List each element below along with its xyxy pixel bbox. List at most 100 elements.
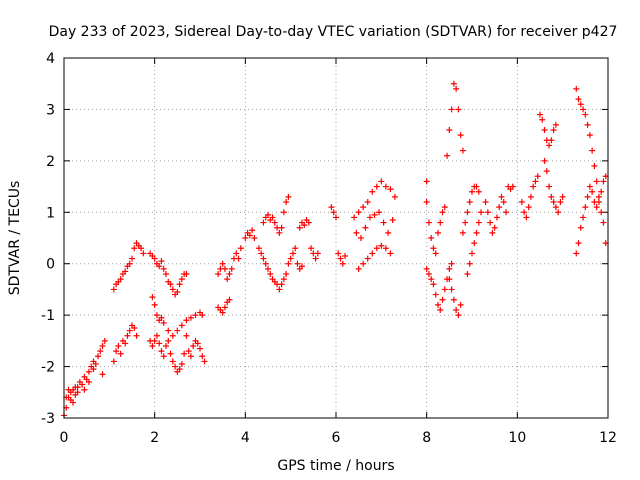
data-point — [174, 289, 181, 295]
data-point — [473, 183, 480, 190]
data-point — [521, 209, 528, 216]
data-point — [446, 265, 453, 272]
data-point — [430, 245, 437, 252]
data-point — [133, 332, 140, 339]
data-point — [262, 260, 269, 267]
data-point — [552, 204, 559, 211]
data-point — [117, 350, 124, 357]
data-point — [113, 348, 120, 355]
data-point — [278, 281, 285, 288]
data-point — [255, 245, 262, 252]
data-point — [444, 152, 451, 159]
data-point — [552, 121, 559, 128]
data-point — [466, 260, 473, 267]
data-point — [450, 80, 457, 87]
data-point — [219, 309, 226, 316]
data-point — [464, 271, 471, 277]
y-tick-label: 1 — [46, 205, 55, 221]
data-point — [90, 366, 97, 373]
data-point — [589, 147, 596, 154]
data-point — [600, 219, 607, 226]
data-point — [110, 358, 117, 365]
data-point — [423, 199, 430, 205]
data-point — [221, 265, 228, 272]
data-point — [285, 193, 292, 200]
data-point — [589, 188, 596, 195]
data-point — [509, 183, 516, 190]
data-point — [153, 312, 160, 319]
data-point — [586, 183, 593, 190]
data-point — [369, 188, 376, 195]
data-point — [432, 250, 439, 257]
data-point — [559, 193, 566, 200]
data-point — [584, 193, 591, 200]
x-axis-label: GPS time / hours — [277, 458, 394, 474]
data-point — [219, 260, 226, 267]
data-point — [185, 348, 192, 355]
data-point — [475, 219, 482, 226]
data-point — [364, 255, 371, 262]
data-point — [151, 301, 158, 308]
data-point — [478, 209, 485, 216]
data-point — [151, 337, 158, 344]
data-point — [337, 255, 344, 262]
data-point — [577, 224, 584, 231]
data-point — [215, 271, 222, 277]
data-point — [498, 193, 505, 200]
data-point — [280, 276, 287, 283]
data-point — [115, 343, 122, 349]
data-point — [487, 219, 494, 226]
data-point — [79, 381, 86, 388]
data-point — [65, 386, 72, 393]
data-point — [489, 229, 496, 236]
data-point — [425, 219, 432, 226]
data-point — [582, 111, 589, 118]
data-point — [187, 314, 194, 321]
data-point — [437, 219, 444, 226]
data-point — [543, 168, 550, 175]
data-point — [493, 214, 500, 221]
data-point — [163, 271, 169, 277]
data-point — [228, 265, 235, 272]
data-point — [546, 183, 553, 190]
data-point — [453, 307, 460, 313]
data-point — [353, 229, 360, 236]
x-tick-label: 10 — [508, 430, 526, 446]
data-point — [280, 209, 287, 216]
data-point — [149, 294, 156, 301]
data-point — [430, 281, 437, 288]
data-point — [181, 350, 188, 357]
data-point — [158, 258, 165, 265]
data-point — [555, 209, 562, 216]
data-point — [473, 229, 480, 236]
data-point — [435, 229, 441, 236]
data-point — [92, 361, 99, 367]
data-point — [378, 178, 385, 185]
data-point — [70, 399, 77, 406]
data-point — [156, 340, 163, 347]
data-point — [176, 281, 183, 288]
data-point — [595, 193, 602, 200]
data-point — [573, 85, 580, 92]
data-point — [158, 314, 165, 321]
data-point — [373, 183, 380, 190]
data-point — [167, 350, 174, 357]
data-point — [471, 240, 478, 247]
data-point — [283, 271, 290, 277]
data-point — [314, 250, 321, 257]
data-point — [389, 217, 396, 223]
data-point — [357, 235, 364, 241]
data-point — [351, 214, 358, 221]
chart-title: Day 233 of 2023, Sidereal Day-to-day VTE… — [49, 24, 618, 40]
data-point — [237, 245, 244, 252]
data-point — [475, 188, 482, 195]
data-point — [367, 214, 373, 221]
data-point — [584, 121, 591, 128]
data-point — [246, 232, 253, 239]
data-point — [176, 366, 183, 373]
data-point — [457, 132, 464, 139]
data-point — [466, 199, 473, 205]
data-point — [292, 245, 299, 252]
data-point — [165, 337, 172, 344]
data-point — [167, 281, 174, 288]
